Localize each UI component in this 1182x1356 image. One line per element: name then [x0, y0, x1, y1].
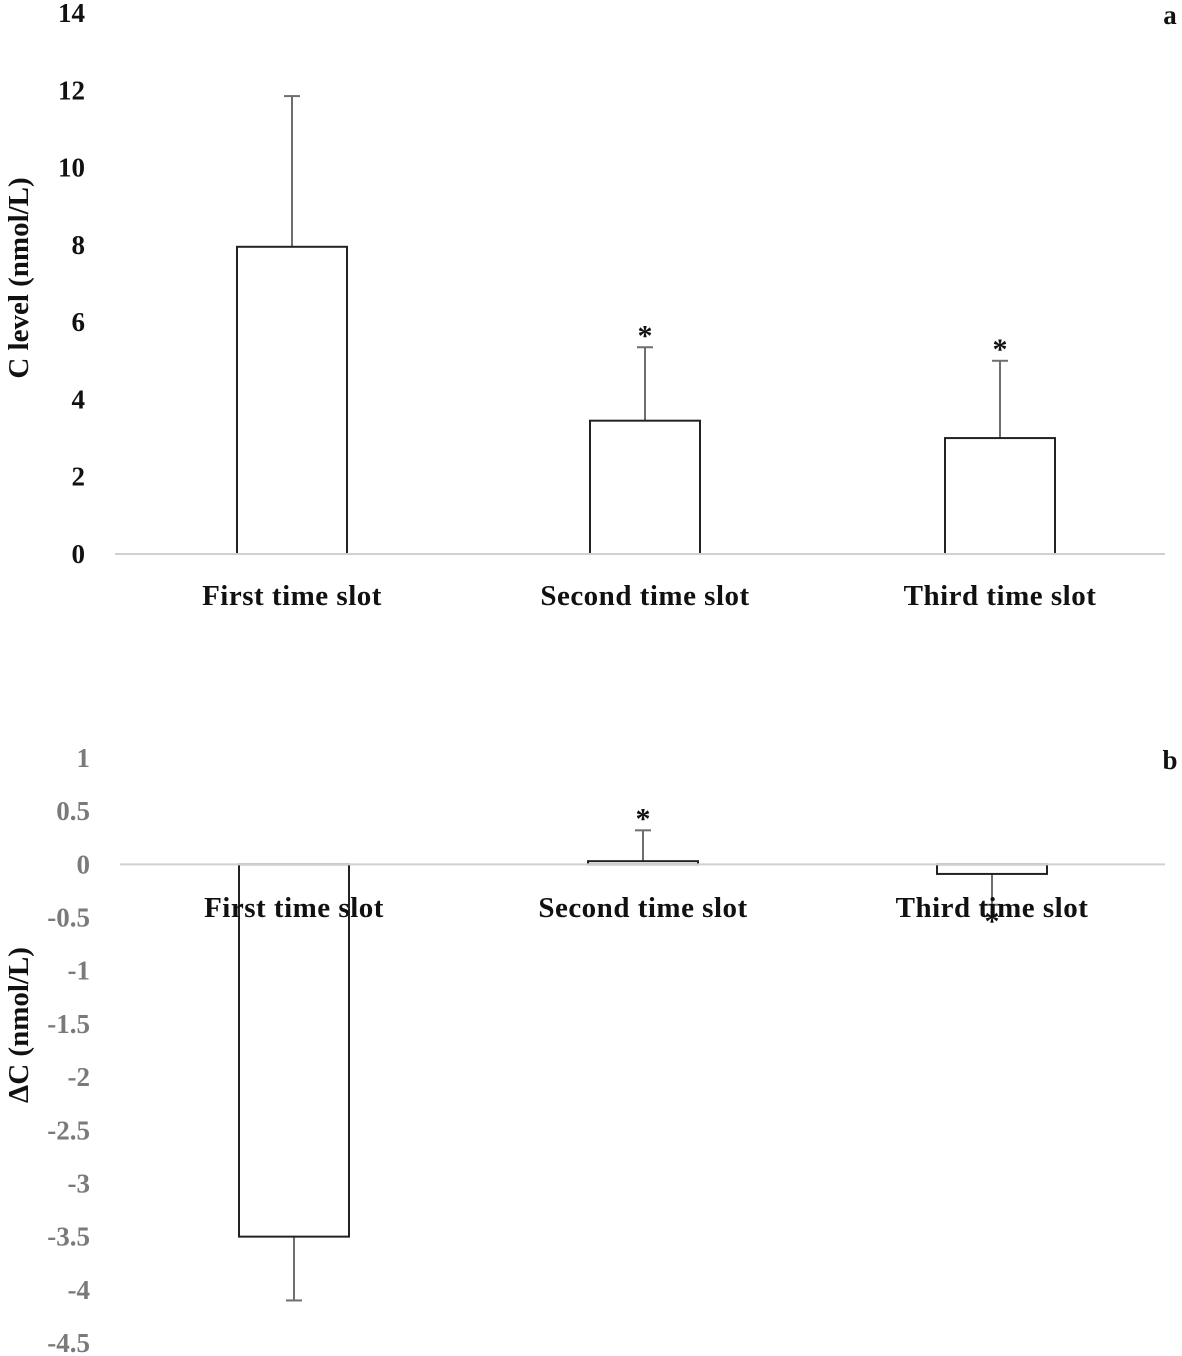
- panel-a-y-tick-label: 10: [58, 153, 85, 183]
- panel-b-y-tick-label: -2: [68, 1062, 91, 1092]
- panel-a-category-label: First time slot: [202, 580, 382, 612]
- panel-b-y-tick-label: -3: [68, 1168, 91, 1198]
- panel-b-y-tick-label: 0: [77, 849, 91, 879]
- panel-a-significance-marker: *: [638, 319, 653, 352]
- panel-a-y-tick-label: 12: [58, 75, 85, 105]
- panel-b-category-label: Third time slot: [896, 892, 1089, 924]
- panel-a-letter: a: [1163, 0, 1177, 30]
- panel-a-significance-marker: *: [993, 333, 1008, 366]
- panel-b-y-tick-label: -1.5: [47, 1009, 90, 1039]
- panel-b-y-tick-label: -2.5: [47, 1115, 90, 1145]
- panel-b-y-tick-label: 1: [77, 743, 91, 773]
- panel-b-y-tick-label: -4.5: [47, 1328, 90, 1356]
- panel-a-category-label: Third time slot: [904, 580, 1097, 612]
- panel-b-bar-3: [936, 863, 1048, 875]
- panel-b-y-tick-label: -4: [68, 1275, 91, 1305]
- panel-a-y-axis-label: C level (nmol/L): [3, 177, 35, 378]
- panel-a-y-tick-label: 8: [72, 230, 86, 260]
- panel-b-y-tick-label: -0.5: [47, 903, 90, 933]
- panel-a-y-tick-label: 14: [58, 0, 85, 28]
- panel-b-chart: 1 0.5 0 -0.5 -1 -1.5 -2 -2.5 -3 -3.5 -4 -4.5 ΔC (nmo…: [3, 743, 1178, 1356]
- panel-b-letter: b: [1162, 745, 1177, 775]
- panel-a-bar-2: [589, 419, 701, 555]
- panel-a-y-tick-label: 4: [72, 384, 86, 414]
- panel-a-y-tick-label: 2: [72, 462, 86, 492]
- panel-b-category-label: Second time slot: [538, 892, 747, 924]
- panel-b-y-axis-label: ΔC (nmol/L): [3, 947, 35, 1103]
- panel-a-chart: 0 2 4 6 8 10 12 14 C level (nmol/L) a * * First time…: [3, 0, 1177, 612]
- panel-a-y-tick-label: 0: [72, 539, 86, 569]
- panel-b-significance-marker: *: [985, 905, 1000, 938]
- panel-a-bar-1: [236, 245, 348, 556]
- panel-a-category-label: Second time slot: [540, 580, 749, 612]
- panel-a-y-tick-label: 6: [72, 307, 86, 337]
- panel-b-y-tick-label: -3.5: [47, 1222, 90, 1252]
- panel-b-category-label: First time slot: [204, 892, 384, 924]
- panel-b-bar-1: [238, 863, 350, 1238]
- panel-b-significance-marker: *: [636, 802, 651, 835]
- panel-a-bar-3: [944, 437, 1056, 556]
- panel-b-y-tick-label: -1: [68, 956, 91, 986]
- panel-b-y-tick-label: 0.5: [56, 796, 90, 826]
